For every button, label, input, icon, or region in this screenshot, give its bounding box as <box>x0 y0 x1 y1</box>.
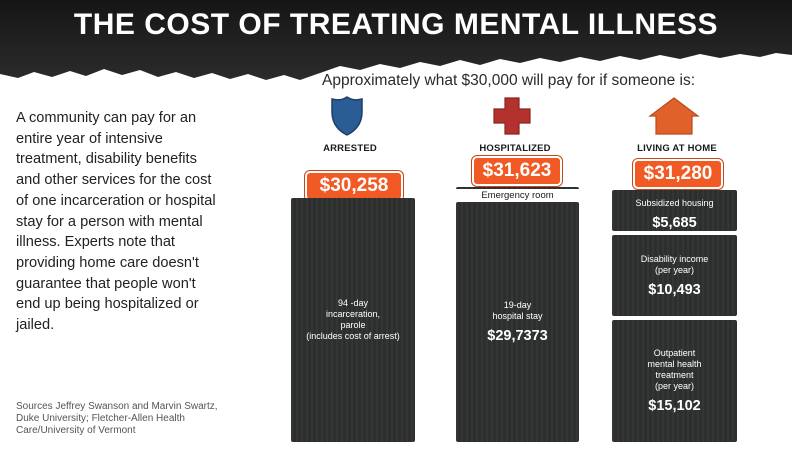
title-banner: THE COST OF TREATING MENTAL ILLNESS <box>0 0 792 96</box>
page-title: THE COST OF TREATING MENTAL ILLNESS <box>73 8 719 41</box>
segment-label: Disability income (per year) <box>640 253 709 275</box>
segment-arrested-1 <box>291 197 415 442</box>
segment-value: $5,685 <box>652 214 697 231</box>
category-label-arrested: ARRESTED <box>323 143 377 154</box>
total-arrested: $30,258 <box>305 171 403 201</box>
sources-note: Sources Jeffrey Swanson and Marvin Swart… <box>16 401 218 436</box>
torn-paper-edge <box>0 53 792 96</box>
police-badge-icon <box>331 96 363 136</box>
chart-subtitle: Approximately what $30,000 will pay for … <box>322 72 696 89</box>
segment-label: 94 -day incarceration, parole (includes cos… <box>306 297 400 341</box>
segment-label: Emergency room <box>456 188 579 203</box>
segment-label: Outpatient mental health treatment (per yea… <box>647 348 702 392</box>
intro-paragraph: A community can pay for an entire year o… <box>16 110 216 334</box>
segment-hospitalized-2 <box>456 202 579 442</box>
category-label-hospitalized: HOSPITALIZED <box>479 143 551 154</box>
total-hospitalized: $31,623 <box>472 156 562 186</box>
total-living-at-home: $31,280 <box>633 159 723 189</box>
segment-living-at-home-2 <box>612 235 737 317</box>
category-label-living-at-home: LIVING AT HOME <box>637 143 717 154</box>
segment-value: $29,7373 <box>487 328 548 345</box>
segment-living-at-home-3 <box>612 320 737 442</box>
house-icon <box>648 97 700 135</box>
segment-value: $10,493 <box>648 281 701 298</box>
medical-cross-icon <box>493 97 531 135</box>
segment-label: Subsidized housing <box>635 197 714 208</box>
segment-living-at-home-1 <box>612 189 737 232</box>
segment-label: 19-day hospital stay <box>492 300 543 322</box>
segment-value: $15,102 <box>648 398 701 415</box>
